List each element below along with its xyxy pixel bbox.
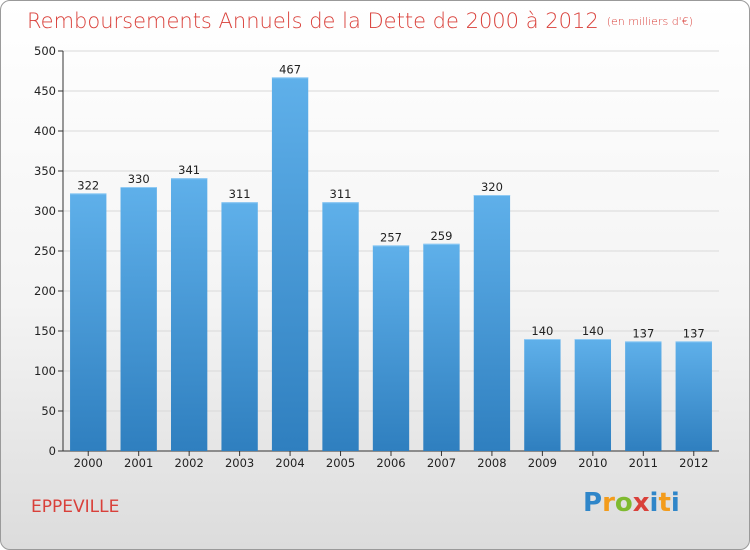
bar xyxy=(423,243,460,451)
data-label: 330 xyxy=(128,172,150,186)
x-tick-label: 2007 xyxy=(427,456,456,470)
x-tick-label: 2000 xyxy=(74,456,103,470)
data-label: 341 xyxy=(178,163,200,177)
bar xyxy=(473,195,511,451)
bar xyxy=(625,341,662,451)
proxiti-logo: Proxiti xyxy=(583,488,680,518)
x-tick-label: 2008 xyxy=(477,456,506,470)
bar xyxy=(120,187,157,451)
bar xyxy=(675,341,712,451)
data-label: 320 xyxy=(481,180,503,194)
y-tick-label: 250 xyxy=(34,244,56,258)
data-label: 467 xyxy=(279,62,301,76)
y-tick-label: 150 xyxy=(34,324,56,338)
bar xyxy=(524,339,561,451)
bar xyxy=(574,339,612,451)
bar xyxy=(221,202,258,451)
chart-unit-text: (en milliers d'€) xyxy=(606,15,693,28)
bar xyxy=(170,178,208,451)
data-label: 140 xyxy=(531,324,553,338)
chart-title-text: Remboursements Annuels de la Dette de 20… xyxy=(27,9,599,33)
data-label: 259 xyxy=(430,229,452,243)
y-tick-label: 50 xyxy=(41,404,56,418)
commune-name: EPPEVILLE xyxy=(31,497,120,517)
y-tick-label: 500 xyxy=(34,44,56,58)
y-tick-label: 100 xyxy=(34,364,56,378)
y-tick-label: 350 xyxy=(34,164,56,178)
y-tick-label: 450 xyxy=(34,84,56,98)
x-tick-label: 2010 xyxy=(578,456,607,470)
data-label: 257 xyxy=(380,230,402,244)
data-label: 137 xyxy=(683,326,705,340)
x-tick-label: 2001 xyxy=(124,456,153,470)
x-tick-label: 2004 xyxy=(275,456,304,470)
y-tick-label: 400 xyxy=(34,124,56,138)
data-label: 137 xyxy=(632,326,654,340)
x-tick-label: 2003 xyxy=(225,456,254,470)
x-tick-label: 2006 xyxy=(376,456,405,470)
chart-title: Remboursements Annuels de la Dette de 20… xyxy=(27,9,693,33)
data-label: 322 xyxy=(77,178,99,192)
bar xyxy=(322,202,359,451)
y-tick-label: 300 xyxy=(34,204,56,218)
x-tick-label: 2009 xyxy=(528,456,557,470)
y-tick-label: 200 xyxy=(34,284,56,298)
x-tick-label: 2002 xyxy=(175,456,204,470)
x-tick-label: 2011 xyxy=(629,456,658,470)
x-tick-label: 2005 xyxy=(326,456,355,470)
y-tick-label: 0 xyxy=(49,444,56,458)
bar xyxy=(271,77,309,452)
bar xyxy=(70,193,107,451)
data-label: 311 xyxy=(229,187,251,201)
x-tick-label: 2012 xyxy=(679,456,708,470)
data-label: 311 xyxy=(330,187,352,201)
data-label: 140 xyxy=(582,324,604,338)
bar xyxy=(372,245,410,451)
